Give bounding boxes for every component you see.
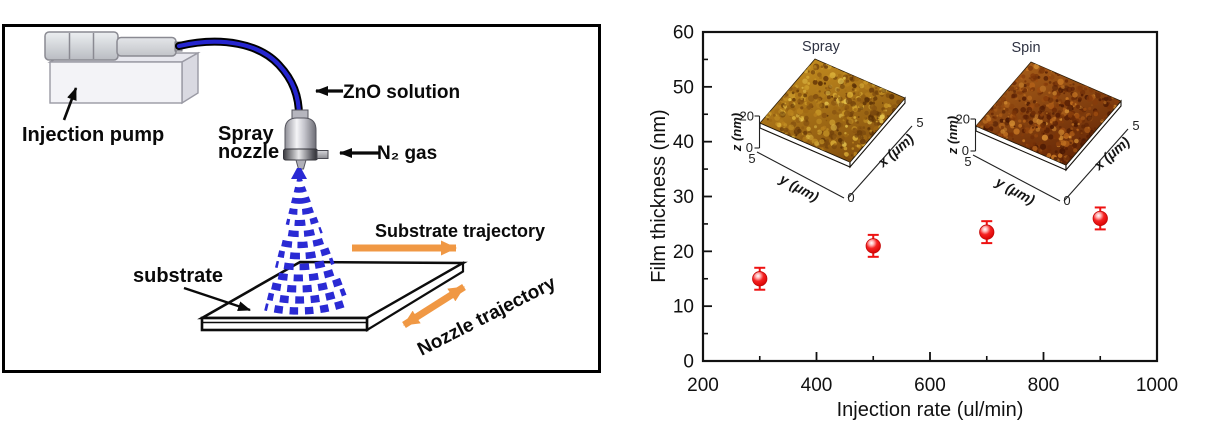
inset-z-min-label: 0 xyxy=(962,143,969,158)
spray-cone-arc xyxy=(285,216,319,226)
inset-origin-label: 0 xyxy=(1063,193,1070,208)
x-tick-label: 600 xyxy=(914,375,946,396)
inset-x-axis xyxy=(847,125,913,199)
spray-cone-apex xyxy=(291,168,307,179)
nozzle-trajectory-arrow xyxy=(402,284,466,328)
afm-surface-texture xyxy=(976,63,1118,164)
spray-nozzle-label-line2: nozzle xyxy=(218,141,279,163)
spray-nozzle-label-line1: Spray xyxy=(218,123,274,145)
injection-pump-pointer-arrow xyxy=(62,87,78,121)
inset-y-start-label: 5 xyxy=(964,154,971,169)
inset-y-axis-label: y (μm) xyxy=(776,170,822,205)
y-tick-label: 30 xyxy=(673,187,694,208)
spray-cone-arc xyxy=(291,196,311,204)
n2-gas-label: N₂ gas xyxy=(377,143,437,164)
substrate-trajectory-label: Substrate trajectory xyxy=(375,221,545,241)
spray-cone-arc xyxy=(272,267,339,282)
data-point xyxy=(865,233,881,258)
spray-cone-arc xyxy=(274,257,335,271)
inset-title: Spin xyxy=(1011,40,1040,56)
data-marker xyxy=(865,238,881,254)
spray-cone-arc xyxy=(277,247,331,260)
inset-title: Spray xyxy=(802,39,841,55)
x-tick-label: 400 xyxy=(801,375,833,396)
y-tick-label: 50 xyxy=(673,77,694,98)
x-axis-title: Injection rate (ul/min) xyxy=(837,399,1024,421)
data-series xyxy=(752,206,1108,291)
data-point xyxy=(979,220,995,245)
inset-y-axis-label: y (μm) xyxy=(992,173,1038,208)
inset-origin-label: 0 xyxy=(847,190,854,205)
inset-y-axis xyxy=(756,151,845,199)
inset-z-min-label: 0 xyxy=(746,140,753,155)
plot-frame xyxy=(701,30,1159,363)
x-tick-label: 800 xyxy=(1028,375,1060,396)
nozzle-tip xyxy=(295,159,307,170)
afm-surface-texture xyxy=(764,62,905,162)
injection-pump-label: Injection pump xyxy=(22,124,164,146)
data-marker xyxy=(752,271,768,287)
inset-x-axis-label: x (μm) xyxy=(874,130,917,170)
x-tick-label: 200 xyxy=(687,375,719,396)
inset-z-axis-label: z (nm) xyxy=(729,113,744,152)
spray-cone-arc xyxy=(283,226,323,238)
y-tick-label: 20 xyxy=(673,242,694,263)
substrate-pointer-arrow xyxy=(183,286,251,312)
zno-solution-label: ZnO solution xyxy=(343,82,460,103)
inset-x-end-label: 5 xyxy=(916,115,923,130)
x-tick-label: 1000 xyxy=(1136,375,1178,396)
solution-tube xyxy=(175,37,303,120)
n2-inlet-stub xyxy=(316,150,329,159)
data-point xyxy=(1092,206,1108,231)
data-marker xyxy=(979,224,995,240)
spray-cone-arc xyxy=(296,175,303,182)
inset-z-axis-label: z (nm) xyxy=(945,116,960,155)
spray-setup-diagram: Injection pump Spray nozzle ZnO solution… xyxy=(2,24,601,373)
inset-x-end-label: 5 xyxy=(1132,118,1139,133)
inset-z-max-label: 20 xyxy=(956,112,970,127)
inset-x-axis-label: x (μm) xyxy=(1090,133,1133,173)
spray-cone-arc xyxy=(280,237,327,249)
y-tick-label: 40 xyxy=(673,132,694,153)
inset-z-max-label: 20 xyxy=(740,109,754,124)
nozzle-band xyxy=(283,148,318,161)
inset-x-axis xyxy=(1063,128,1129,202)
y-axis-title: Film thickness (nm) xyxy=(648,109,670,282)
nozzle-body xyxy=(284,117,317,152)
spray-cone-arc xyxy=(264,298,351,315)
y-tick-label: 60 xyxy=(673,23,694,44)
inset-y-axis xyxy=(972,154,1061,202)
data-point xyxy=(752,266,768,291)
inset-y-start-label: 5 xyxy=(748,151,755,166)
spray-cone-arc xyxy=(288,206,315,215)
spray-cone xyxy=(264,168,351,315)
spray-cone-arc xyxy=(269,277,343,293)
spray-nozzle xyxy=(283,109,329,170)
data-marker xyxy=(1092,210,1108,227)
y-tick-label: 0 xyxy=(683,352,694,373)
y-tick-label: 10 xyxy=(673,297,694,318)
spray-cone-arc xyxy=(293,186,307,193)
substrate-label: substrate xyxy=(133,265,223,287)
